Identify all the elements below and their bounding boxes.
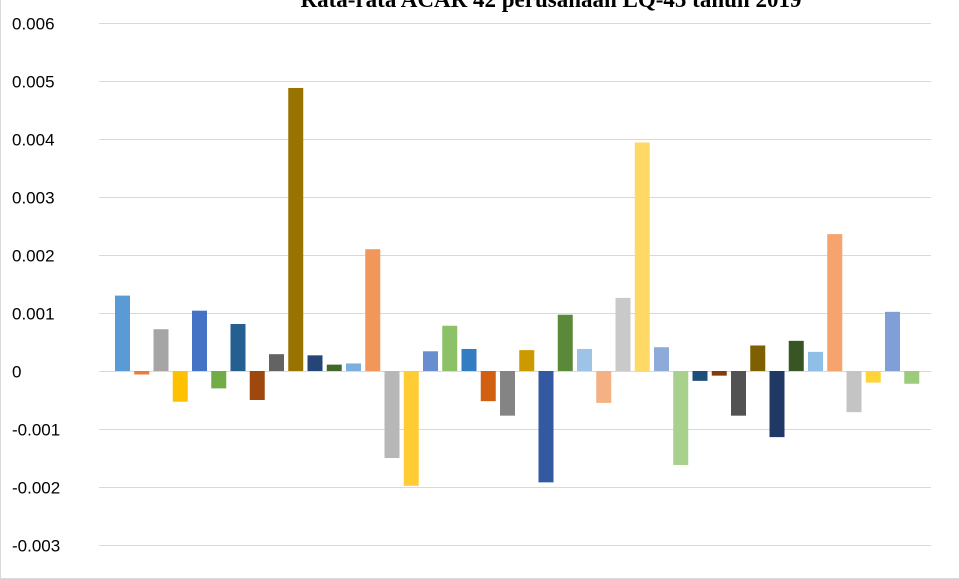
bar <box>788 340 804 371</box>
bar <box>634 142 650 371</box>
y-tick-label: 0.004 <box>12 131 55 150</box>
y-tick-label: -0.002 <box>12 479 60 498</box>
bar <box>808 351 823 371</box>
bars <box>115 87 920 486</box>
y-axis-tick-labels: 0.006 0.005 0.004 0.003 0.002 0.001 0 -0.001 -0.… <box>12 15 60 556</box>
bar <box>692 371 708 381</box>
bar <box>538 371 554 483</box>
bar <box>115 295 130 371</box>
bar <box>711 371 727 376</box>
bar <box>346 363 361 371</box>
bar <box>865 371 881 383</box>
bar <box>827 234 843 371</box>
bar <box>519 350 535 371</box>
bar <box>423 351 438 371</box>
bar <box>904 371 920 384</box>
bar <box>461 348 477 371</box>
bar <box>480 371 496 402</box>
bar <box>249 371 265 400</box>
y-tick-label: -0.001 <box>12 421 60 440</box>
y-tick-label: 0.005 <box>12 73 55 92</box>
y-tick-label: -0.003 <box>12 537 60 556</box>
y-tick-label: 0.001 <box>12 305 55 324</box>
bar <box>192 310 207 371</box>
bar <box>615 297 631 371</box>
bar <box>577 348 592 371</box>
bar <box>326 364 342 371</box>
bar <box>750 345 766 371</box>
bar <box>172 371 188 402</box>
bar <box>134 371 150 375</box>
bar <box>384 371 400 458</box>
bar <box>365 249 381 371</box>
y-tick-label: 0.006 <box>12 15 55 34</box>
bar <box>307 355 323 371</box>
gridlines <box>99 23 931 546</box>
bar <box>288 87 304 372</box>
bar <box>211 371 227 389</box>
bar <box>153 329 169 371</box>
bar <box>230 324 246 371</box>
bar <box>557 314 573 371</box>
bar <box>596 371 612 403</box>
bar <box>654 347 669 371</box>
bar <box>846 371 862 413</box>
bar <box>673 371 689 465</box>
bar <box>731 371 746 416</box>
bar <box>769 371 785 438</box>
chart-title: Rata-rata ACAR 42 perusahaan LQ-45 tahun… <box>101 0 959 13</box>
bar <box>269 354 284 371</box>
bar <box>403 371 419 486</box>
y-tick-label: 0.003 <box>12 189 55 208</box>
y-tick-label: 0.002 <box>12 247 55 266</box>
bar <box>442 325 458 371</box>
bar <box>885 311 900 371</box>
bar <box>500 371 515 416</box>
y-tick-label: 0 <box>12 363 21 382</box>
